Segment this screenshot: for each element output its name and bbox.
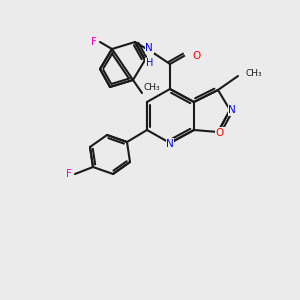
Text: F: F — [91, 37, 97, 47]
Text: O: O — [192, 51, 200, 61]
Text: N: N — [145, 43, 153, 53]
Text: CH₃: CH₃ — [246, 70, 262, 79]
Text: F: F — [66, 169, 72, 179]
Text: CH₃: CH₃ — [144, 82, 160, 91]
Text: H: H — [146, 58, 153, 68]
Text: N: N — [166, 139, 174, 149]
Text: N: N — [228, 105, 236, 115]
Text: O: O — [216, 128, 224, 138]
